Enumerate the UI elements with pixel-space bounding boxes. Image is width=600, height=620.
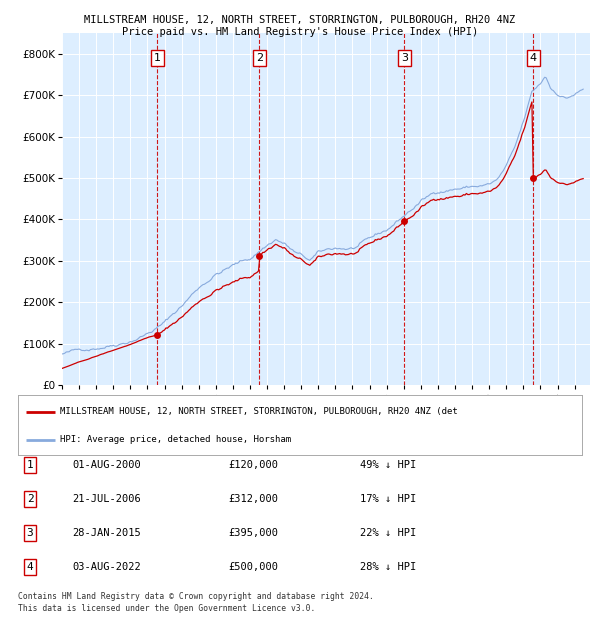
Text: 3: 3: [26, 528, 34, 538]
Text: MILLSTREAM HOUSE, 12, NORTH STREET, STORRINGTON, PULBOROUGH, RH20 4NZ: MILLSTREAM HOUSE, 12, NORTH STREET, STOR…: [85, 16, 515, 25]
Text: HPI: Average price, detached house, Horsham: HPI: Average price, detached house, Hors…: [60, 435, 292, 445]
Text: £500,000: £500,000: [228, 562, 278, 572]
Text: MILLSTREAM HOUSE, 12, NORTH STREET, STORRINGTON, PULBOROUGH, RH20 4NZ (det: MILLSTREAM HOUSE, 12, NORTH STREET, STOR…: [60, 407, 458, 416]
Text: 22% ↓ HPI: 22% ↓ HPI: [360, 528, 416, 538]
Text: 2: 2: [256, 53, 263, 63]
Text: £395,000: £395,000: [228, 528, 278, 538]
Text: 21-JUL-2006: 21-JUL-2006: [72, 494, 141, 504]
Text: 01-AUG-2000: 01-AUG-2000: [72, 460, 141, 470]
Text: 4: 4: [26, 562, 34, 572]
Text: 3: 3: [401, 53, 408, 63]
Text: £312,000: £312,000: [228, 494, 278, 504]
Text: 1: 1: [154, 53, 161, 63]
Text: Contains HM Land Registry data © Crown copyright and database right 2024.: Contains HM Land Registry data © Crown c…: [18, 592, 374, 601]
Text: 2: 2: [26, 494, 34, 504]
Text: 28-JAN-2015: 28-JAN-2015: [72, 528, 141, 538]
Text: 17% ↓ HPI: 17% ↓ HPI: [360, 494, 416, 504]
Text: Price paid vs. HM Land Registry's House Price Index (HPI): Price paid vs. HM Land Registry's House …: [122, 27, 478, 37]
Text: 4: 4: [530, 53, 537, 63]
Text: 03-AUG-2022: 03-AUG-2022: [72, 562, 141, 572]
Text: 1: 1: [26, 460, 34, 470]
Text: £120,000: £120,000: [228, 460, 278, 470]
Text: This data is licensed under the Open Government Licence v3.0.: This data is licensed under the Open Gov…: [18, 604, 316, 613]
Text: 49% ↓ HPI: 49% ↓ HPI: [360, 460, 416, 470]
Text: 28% ↓ HPI: 28% ↓ HPI: [360, 562, 416, 572]
